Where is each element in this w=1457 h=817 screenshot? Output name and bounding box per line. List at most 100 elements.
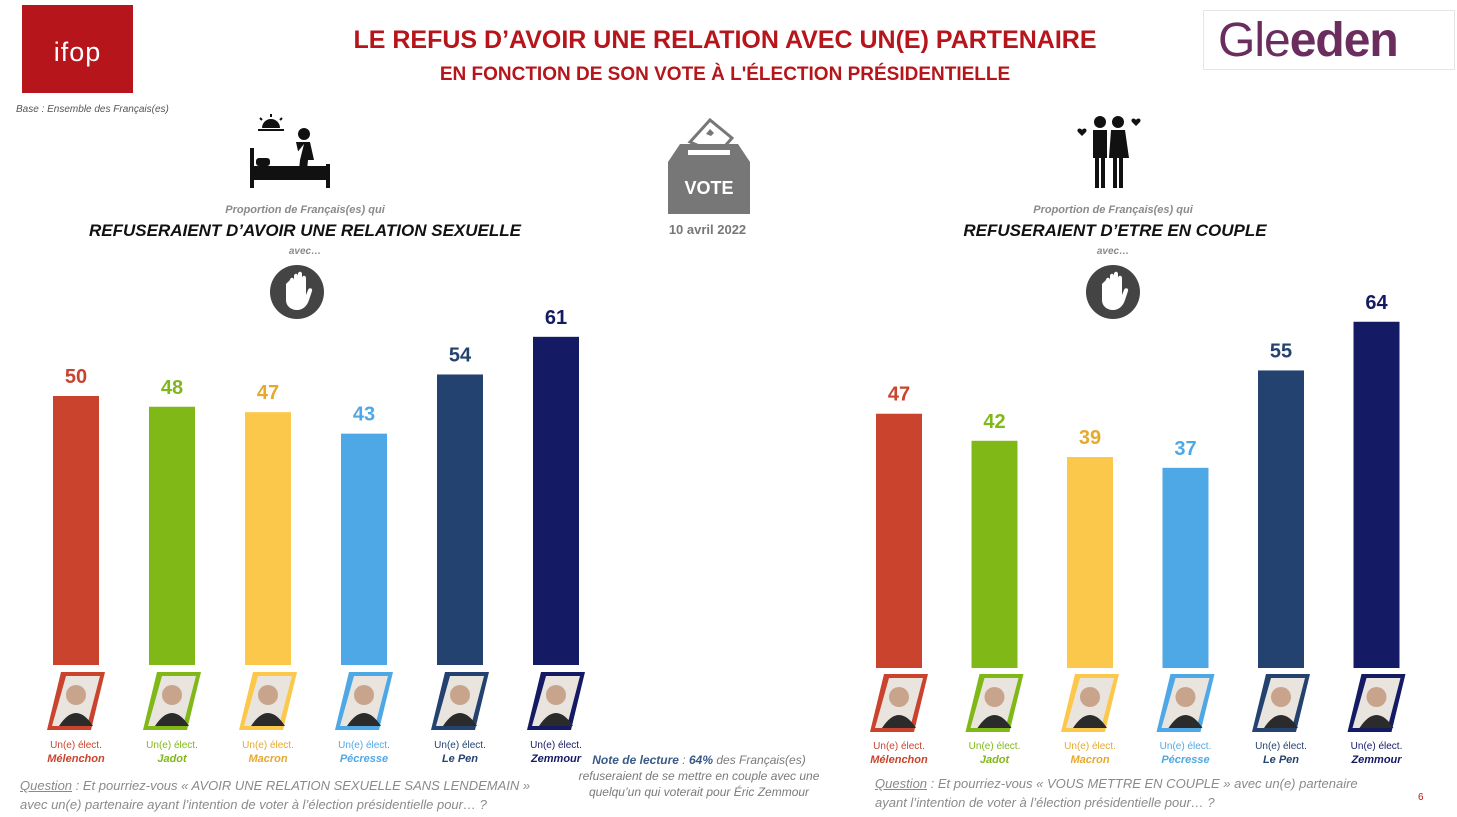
gleeden-logo: Gleeden [1203,10,1455,70]
note-text1: des Français(es) [713,753,806,767]
left-category-label-pecresse: Pécresse [340,753,388,765]
stop-hand-icon [270,265,324,319]
left-bar-melenchon [53,396,99,665]
right-photo-face-macron [1080,687,1100,707]
vote-date: 10 avril 2022 [668,222,747,237]
right-prefix-label-le-pen: Un(e) élect. [1255,741,1307,752]
bed-sunrise-icon [250,114,330,188]
right-value-label-zemmour: 64 [1365,292,1388,314]
note-sep: : [678,753,689,767]
left-photo-body-zemmour [539,713,573,726]
left-prefix-label-pecresse: Un(e) élect. [338,740,390,751]
reading-note: Note de lecture : 64% des Français(es) r… [568,752,830,800]
left-chart-avec: avec… [288,246,322,257]
right-prefix-label-jadot: Un(e) élect. [969,741,1021,752]
right-question-line2: ayant l’intention de voter à l’élection … [875,795,1215,810]
right-photo-body-pecresse [1168,715,1203,728]
right-chart-title: REFUSERAIENT D’ETRE EN COUPLE [963,221,1267,240]
right-category-label-macron: Macron [1070,754,1109,766]
right-category-label-jadot: Jadot [980,754,1011,766]
left-question-emph: AVOIR UNE RELATION SEXUELLE SANS LENDEMA… [191,778,520,793]
right-question-label: Question [875,776,928,791]
left-value-label-pecresse: 43 [353,404,375,426]
right-bar-le-pen [1258,370,1304,668]
left-chart-proportion: Proportion de Français(es) qui [225,204,385,216]
right-photo-body-macron [1073,715,1107,728]
right-value-label-pecresse: 37 [1174,438,1196,460]
right-photo-face-jadot [984,687,1005,707]
left-photo-body-jadot [155,713,189,726]
right-question-emph: VOUS METTRE EN COUPLE [1047,776,1220,791]
note-value: 64% [688,753,714,767]
left-prefix-label-melenchon: Un(e) élect. [50,740,102,751]
ballot-box-icon: VOTE [668,117,750,214]
right-photo-face-le-pen [1271,687,1291,707]
left-question-pre: : Et pourriez-vous « [72,778,192,793]
left-photo-body-pecresse [347,713,381,726]
left-value-label-le-pen: 54 [449,344,472,366]
left-photo-face-zemmour [546,685,566,705]
left-value-label-jadot: 48 [161,377,183,399]
right-photo-body-jadot [977,715,1012,728]
left-value-label-melenchon: 50 [65,366,87,388]
page-number: 6 [1418,792,1424,803]
gleeden-logo-light: Gle [1218,14,1291,67]
left-category-label-jadot: Jadot [157,753,188,765]
right-question-pre: : Et pourriez-vous « [927,776,1047,791]
right-photo-face-pecresse [1175,687,1196,707]
right-value-label-jadot: 42 [983,411,1005,433]
ballot-box-label: VOTE [684,178,733,198]
left-category-label-le-pen: Le Pen [442,753,478,765]
right-category-label-le-pen: Le Pen [1263,754,1299,766]
right-prefix-label-zemmour: Un(e) élect. [1351,741,1403,752]
gleeden-logo-text: Gleeden [1218,13,1399,68]
left-category-label-melenchon: Mélenchon [47,753,105,765]
left-category-label-macron: Macron [248,753,287,765]
left-bar-pecresse [341,433,387,665]
note-label: Note de lecture [592,753,679,767]
right-photo-body-melenchon [882,715,916,728]
right-category-label-zemmour: Zemmour [1350,754,1402,766]
note-text2: refuseraient de se mettre en couple avec… [578,769,820,783]
left-bar-jadot [149,406,195,665]
right-value-label-macron: 39 [1079,427,1101,449]
left-bar-zemmour [533,336,579,665]
base-note: Base : Ensemble des Français(es) [16,104,169,115]
page-subtitle: EN FONCTION DE SON VOTE À L'ÉLECTION PRÉ… [439,64,1011,85]
left-photo-body-macron [251,713,285,726]
ifop-logo: ifop [22,5,133,93]
right-prefix-label-melenchon: Un(e) élect. [873,741,925,752]
right-bar-macron [1067,457,1113,668]
right-prefix-label-macron: Un(e) élect. [1064,741,1116,752]
left-prefix-label-jadot: Un(e) élect. [146,740,198,751]
left-bar-macron [245,412,291,665]
left-prefix-label-le-pen: Un(e) élect. [434,740,486,751]
right-photo-face-zemmour [1366,687,1387,707]
right-chart-avec: avec… [1096,246,1130,257]
left-value-label-zemmour: 61 [545,307,567,329]
right-category-label-melenchon: Mélenchon [870,754,928,766]
left-question-post: » [519,778,531,793]
left-category-label-zemmour: Zemmour [530,753,582,765]
left-question-line2: avec un(e) partenaire ayant l’intention … [20,797,487,812]
right-photo-body-le-pen [1264,715,1298,728]
left-prefix-label-zemmour: Un(e) élect. [530,740,582,751]
right-bar-zemmour [1353,321,1400,668]
left-photo-face-le-pen [450,685,470,705]
right-bar-pecresse [1162,467,1209,668]
page-title: LE REFUS D’AVOIR UNE RELATION AVEC UN(E)… [353,26,1097,54]
left-photo-face-melenchon [66,685,86,705]
right-photo-face-melenchon [889,687,909,707]
gleeden-logo-bold: eden [1289,14,1399,67]
stop-hand-icon [1086,265,1140,319]
right-question: Question : Et pourriez-vous « VOUS METTR… [875,774,1405,812]
left-photo-face-pecresse [354,685,374,705]
left-photo-body-melenchon [59,713,93,726]
left-bar-le-pen [437,374,483,665]
left-photo-face-macron [258,685,278,705]
left-value-label-macron: 47 [257,382,279,404]
left-question-label: Question [20,778,73,793]
right-question-post: » avec un(e) partenaire [1219,776,1358,791]
right-photo-body-zemmour [1359,715,1394,728]
